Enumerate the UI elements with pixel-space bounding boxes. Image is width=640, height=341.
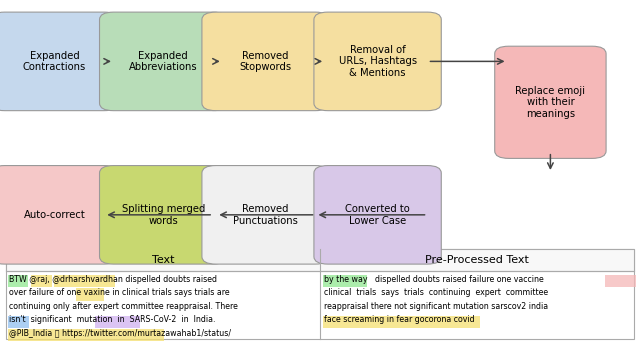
- FancyBboxPatch shape: [314, 12, 442, 110]
- FancyBboxPatch shape: [202, 12, 329, 110]
- Bar: [6, 249, 634, 271]
- Text: Auto-correct: Auto-correct: [24, 210, 85, 220]
- Text: by the way   dispelled doubts raised failure one vaccine: by the way dispelled doubts raised failu…: [324, 275, 543, 283]
- Text: isn't  significant  mutation  in  SARS-CoV-2  in  India.: isn't significant mutation in SARS-CoV-2…: [9, 315, 216, 324]
- Text: BTW @raj, @drharshvardhan dispelled doubts raised: BTW @raj, @drharshvardhan dispelled doub…: [9, 275, 217, 283]
- Text: face screaming in fear gocorona covid: face screaming in fear gocorona covid: [324, 315, 474, 324]
- Bar: [54, 275, 115, 287]
- Text: Expanded
Contractions: Expanded Contractions: [23, 50, 86, 72]
- Bar: [323, 316, 480, 328]
- Text: reappraisal there not significant mutation sarscov2 india: reappraisal there not significant mutati…: [324, 302, 548, 311]
- Text: continuing only after expert committee reappraisal. There: continuing only after expert committee r…: [9, 302, 238, 311]
- Text: Text: Text: [152, 255, 175, 265]
- Bar: [31, 275, 52, 287]
- Bar: [323, 275, 367, 287]
- Bar: [8, 275, 28, 287]
- Text: Removed
Stopwords: Removed Stopwords: [239, 50, 292, 72]
- Bar: [6, 249, 634, 339]
- Bar: [8, 329, 164, 341]
- FancyBboxPatch shape: [495, 46, 606, 158]
- FancyBboxPatch shape: [314, 166, 442, 264]
- Text: Converted to
Lower Case: Converted to Lower Case: [345, 204, 410, 226]
- FancyBboxPatch shape: [0, 166, 118, 264]
- Text: @PIB_India 🔒 https://twitter.com/murtazawahab1/status/: @PIB_India 🔒 https://twitter.com/murtaza…: [9, 329, 231, 338]
- FancyBboxPatch shape: [0, 12, 118, 110]
- Bar: [76, 288, 104, 301]
- Text: over failure of one vaxine in clinical trials says trials are: over failure of one vaxine in clinical t…: [9, 288, 230, 297]
- Bar: [605, 275, 636, 287]
- Text: Pre-Processed Text: Pre-Processed Text: [425, 255, 529, 265]
- FancyBboxPatch shape: [202, 166, 329, 264]
- FancyBboxPatch shape: [100, 12, 227, 110]
- Text: Replace emoji
with their
meanings: Replace emoji with their meanings: [515, 86, 586, 119]
- Text: Removed
Punctuations: Removed Punctuations: [233, 204, 298, 226]
- FancyBboxPatch shape: [100, 166, 227, 264]
- Text: Expanded
Abbreviations: Expanded Abbreviations: [129, 50, 198, 72]
- Text: Removal of
URLs, Hashtags
& Mentions: Removal of URLs, Hashtags & Mentions: [339, 45, 417, 78]
- Text: clinical  trials  says  trials  continuing  expert  committee: clinical trials says trials continuing e…: [324, 288, 548, 297]
- Bar: [95, 316, 140, 328]
- Bar: [8, 316, 29, 328]
- Text: Splitting merged
words: Splitting merged words: [122, 204, 205, 226]
